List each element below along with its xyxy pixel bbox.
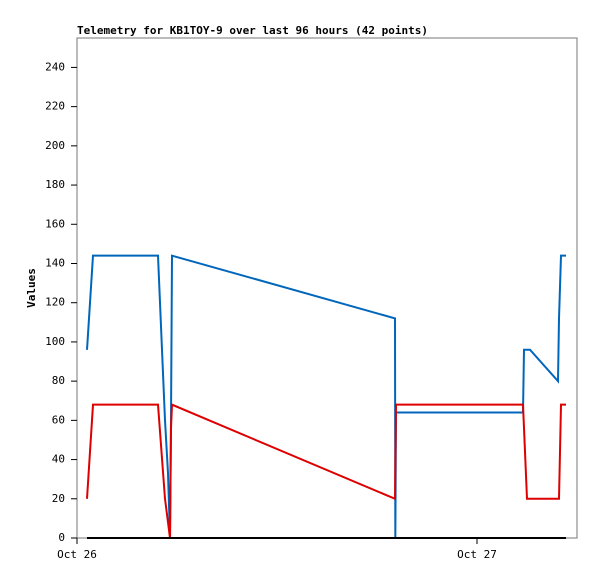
y-tick-label: 240 — [45, 60, 65, 73]
y-tick-label: 200 — [45, 139, 65, 152]
y-axis-label: Values — [25, 268, 38, 308]
y-tick-label: 0 — [58, 531, 65, 544]
y-tick-label: 140 — [45, 256, 65, 269]
y-tick-label: 220 — [45, 100, 65, 113]
plot-frame — [76, 37, 578, 539]
y-tick-label: 80 — [52, 374, 65, 387]
series-line — [86, 403, 566, 539]
x-tick-label: Oct 26 — [57, 548, 97, 561]
x-tick-label: Oct 27 — [457, 548, 497, 561]
chart-title: Telemetry for KB1TOY-9 over last 96 hour… — [77, 24, 428, 37]
y-tick-label: 20 — [52, 492, 65, 505]
y-tick-label: 40 — [52, 453, 65, 466]
y-tick-label: 180 — [45, 178, 65, 191]
y-tick-label: 60 — [52, 413, 65, 426]
y-tick-label: 160 — [45, 217, 65, 230]
y-tick-label: 120 — [45, 296, 65, 309]
y-tick-label: 100 — [45, 335, 65, 348]
series-line — [86, 254, 566, 539]
